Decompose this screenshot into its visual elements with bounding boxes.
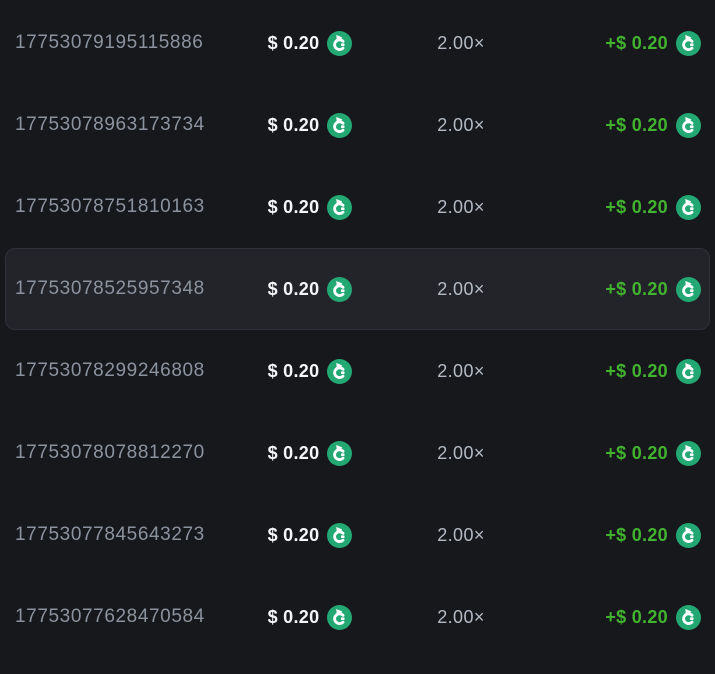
bet-payout-cell: +$ 0.20 [536,30,709,56]
bet-amount: $ 0.20 [267,360,320,381]
bet-amount: $ 0.20 [267,524,320,545]
bc-coin-icon [327,112,353,138]
bet-multiplier: 2.00× [437,524,485,545]
bet-amount: $ 0.20 [267,114,320,135]
bet-id: 17753078963173734 [15,114,205,135]
bet-payout: +$ 0.20 [605,32,668,53]
bc-coin-icon [676,358,701,384]
bet-row[interactable]: 17753078299246808 $ 0.20 2.00× +$ 0.20 [5,330,710,412]
bet-multiplier: 2.00× [437,32,485,53]
bet-row[interactable]: 17753079195115886 $ 0.20 2.00× +$ 0.20 [5,2,710,84]
bet-payout: +$ 0.20 [605,360,668,381]
bc-coin-icon [327,194,353,220]
bet-multiplier-cell: 2.00× [386,115,536,136]
bet-payout: +$ 0.20 [605,196,668,217]
bet-multiplier: 2.00× [437,196,485,217]
bet-amount-cell: $ 0.20 [234,30,386,56]
bet-payout-cell: +$ 0.20 [536,522,709,548]
bet-id-cell: 17753079195115886 [6,32,234,54]
bet-multiplier: 2.00× [437,606,485,627]
bet-id-cell: 17753078525957348 [6,278,234,300]
bc-coin-icon [676,276,701,302]
bet-id: 17753078078812270 [15,442,205,463]
bet-id: 17753077628470584 [15,606,205,627]
bet-payout-cell: +$ 0.20 [536,194,709,220]
bet-amount-cell: $ 0.20 [234,358,386,384]
bet-multiplier-cell: 2.00× [386,443,536,464]
bet-multiplier: 2.00× [437,360,485,381]
bet-multiplier-cell: 2.00× [386,607,536,628]
bet-payout-cell: +$ 0.20 [536,358,709,384]
bet-payout-cell: +$ 0.20 [536,440,709,466]
bet-row[interactable]: 17753078078812270 $ 0.20 2.00× +$ 0.20 [5,412,710,494]
bc-coin-icon [327,30,353,56]
bet-id: 17753078525957348 [15,278,205,299]
bet-multiplier-cell: 2.00× [386,279,536,300]
bet-payout: +$ 0.20 [605,524,668,545]
bet-id: 17753077845643273 [15,524,205,545]
bc-coin-icon [676,604,701,630]
bc-coin-icon [327,358,353,384]
bet-amount-cell: $ 0.20 [234,522,386,548]
bc-coin-icon [676,112,701,138]
bc-coin-icon [327,440,353,466]
bet-payout-cell: +$ 0.20 [536,604,709,630]
bet-amount: $ 0.20 [267,606,320,627]
bet-payout: +$ 0.20 [605,278,668,299]
bet-multiplier-cell: 2.00× [386,361,536,382]
bet-id-cell: 17753078078812270 [6,442,234,464]
bet-id: 17753078299246808 [15,360,205,381]
bet-multiplier: 2.00× [437,442,485,463]
bet-amount-cell: $ 0.20 [234,194,386,220]
bet-multiplier-cell: 2.00× [386,33,536,54]
bet-multiplier-cell: 2.00× [386,525,536,546]
bc-coin-icon [676,30,701,56]
bet-id-cell: 17753077628470584 [6,606,234,628]
bet-amount: $ 0.20 [267,196,320,217]
bet-amount-cell: $ 0.20 [234,112,386,138]
bet-amount-cell: $ 0.20 [234,604,386,630]
bet-multiplier-cell: 2.00× [386,197,536,218]
bet-row[interactable]: 17753077628470584 $ 0.20 2.00× +$ 0.20 [5,576,710,658]
bet-payout: +$ 0.20 [605,442,668,463]
bet-id-cell: 17753078963173734 [6,114,234,136]
bc-coin-icon [327,276,353,302]
bet-id-cell: 17753078299246808 [6,360,234,382]
bet-payout-cell: +$ 0.20 [536,276,709,302]
bet-amount: $ 0.20 [267,32,320,53]
bet-row[interactable]: 17753078751810163 $ 0.20 2.00× +$ 0.20 [5,166,710,248]
bc-coin-icon [676,522,701,548]
bet-id-cell: 17753077845643273 [6,524,234,546]
bet-amount: $ 0.20 [267,442,320,463]
bet-id: 17753079195115886 [15,32,204,53]
bet-row[interactable]: 17753078525957348 $ 0.20 2.00× +$ 0.20 [5,248,710,330]
bc-coin-icon [327,604,353,630]
bets-table: 17753079195115886 $ 0.20 2.00× +$ 0.20 [5,2,710,658]
bet-amount-cell: $ 0.20 [234,440,386,466]
bet-amount-cell: $ 0.20 [234,276,386,302]
bc-coin-icon [676,194,701,220]
bc-coin-icon [327,522,353,548]
bet-payout-cell: +$ 0.20 [536,112,709,138]
bet-id: 17753078751810163 [15,196,205,217]
bc-coin-icon [676,440,701,466]
bet-id-cell: 17753078751810163 [6,196,234,218]
bet-payout: +$ 0.20 [605,114,668,135]
bet-amount: $ 0.20 [267,278,320,299]
bet-multiplier: 2.00× [437,114,485,135]
bet-payout: +$ 0.20 [605,606,668,627]
bet-row[interactable]: 17753078963173734 $ 0.20 2.00× +$ 0.20 [5,84,710,166]
bet-multiplier: 2.00× [437,278,485,299]
bet-row[interactable]: 17753077845643273 $ 0.20 2.00× +$ 0.20 [5,494,710,576]
